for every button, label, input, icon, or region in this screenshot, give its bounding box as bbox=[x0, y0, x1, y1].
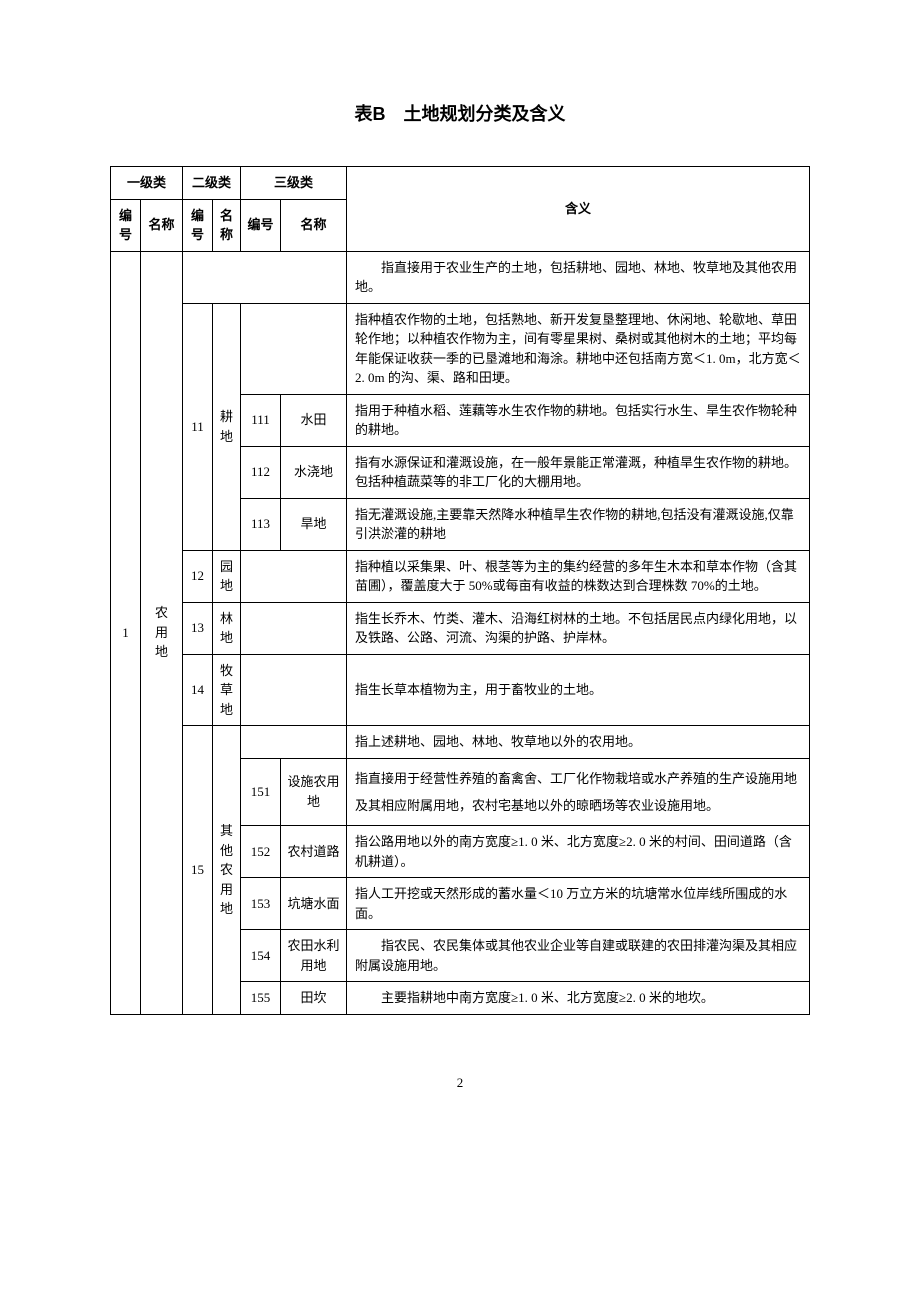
meaning-113: 指无灌溉设施,主要靠天然降水种植旱生农作物的耕地,包括没有灌溉设施,仅靠引洪淤灌… bbox=[347, 498, 810, 550]
l3-name: 农村道路 bbox=[281, 826, 347, 878]
meaning-14: 指生长草本植物为主，用于畜牧业的土地。 bbox=[347, 654, 810, 726]
table-row: 14 牧草地 指生长草本植物为主，用于畜牧业的土地。 bbox=[111, 654, 810, 726]
l3-code: 151 bbox=[241, 758, 281, 826]
l3-code: 152 bbox=[241, 826, 281, 878]
l2-code: 12 bbox=[183, 550, 213, 602]
meaning-11: 指种植农作物的土地，包括熟地、新开发复垦整理地、休闲地、轮歇地、草田轮作地；以种… bbox=[347, 303, 810, 394]
l3-name: 水田 bbox=[281, 394, 347, 446]
empty-cell bbox=[241, 602, 347, 654]
l2-name: 园地 bbox=[213, 550, 241, 602]
header-name3: 名称 bbox=[281, 199, 347, 251]
meaning-151: 指直接用于经营性养殖的畜禽舍、工厂化作物栽培或水产养殖的生产设施用地及其相应附属… bbox=[347, 758, 810, 826]
l3-name: 田坎 bbox=[281, 982, 347, 1015]
empty-cell bbox=[241, 303, 347, 394]
l2-name: 牧草地 bbox=[213, 654, 241, 726]
meaning-13: 指生长乔木、竹类、灌木、沿海红树林的土地。不包括居民点内绿化用地，以及铁路、公路… bbox=[347, 602, 810, 654]
page-number: 2 bbox=[110, 1075, 810, 1091]
l3-code: 154 bbox=[241, 930, 281, 982]
meaning-top: 指直接用于农业生产的土地，包括耕地、园地、林地、牧草地及其他农用地。 bbox=[347, 251, 810, 303]
meaning-111: 指用于种植水稻、莲藕等水生农作物的耕地。包括实行水生、旱生农作物轮种的耕地。 bbox=[347, 394, 810, 446]
l3-name: 旱地 bbox=[281, 498, 347, 550]
l3-code: 113 bbox=[241, 498, 281, 550]
l3-name: 设施农用地 bbox=[281, 758, 347, 826]
table-row: 11 耕地 指种植农作物的土地，包括熟地、新开发复垦整理地、休闲地、轮歇地、草田… bbox=[111, 303, 810, 394]
l2-name: 林地 bbox=[213, 602, 241, 654]
l1-code: 1 bbox=[111, 251, 141, 1014]
l3-code: 155 bbox=[241, 982, 281, 1015]
l2-code: 11 bbox=[183, 303, 213, 550]
meaning-153: 指人工开挖或天然形成的蓄水量＜10 万立方米的坑塘常水位岸线所围成的水面。 bbox=[347, 878, 810, 930]
table-title: 表B 土地规划分类及含义 bbox=[110, 100, 810, 126]
empty-cell bbox=[183, 251, 347, 303]
l2-name: 其他农用地 bbox=[213, 726, 241, 1015]
header-code3: 编号 bbox=[241, 199, 281, 251]
header-name2: 名称 bbox=[213, 199, 241, 251]
meaning-112: 指有水源保证和灌溉设施，在一般年景能正常灌溉，种植旱生农作物的耕地。包括种植蔬菜… bbox=[347, 446, 810, 498]
meaning-154: 指农民、农民集体或其他农业企业等自建或联建的农田排灌沟渠及其相应附属设施用地。 bbox=[347, 930, 810, 982]
header-name1: 名称 bbox=[141, 199, 183, 251]
l2-name: 耕地 bbox=[213, 303, 241, 550]
table-row: 13 林地 指生长乔木、竹类、灌木、沿海红树林的土地。不包括居民点内绿化用地，以… bbox=[111, 602, 810, 654]
table-row: 1 农用地 指直接用于农业生产的土地，包括耕地、园地、林地、牧草地及其他农用地。 bbox=[111, 251, 810, 303]
l1-name: 农用地 bbox=[141, 251, 183, 1014]
meaning-155: 主要指耕地中南方宽度≥1. 0 米、北方宽度≥2. 0 米的地坎。 bbox=[347, 982, 810, 1015]
l3-name: 水浇地 bbox=[281, 446, 347, 498]
l3-name: 坑塘水面 bbox=[281, 878, 347, 930]
classification-table: 一级类 二级类 三级类 含义 编号 名称 编号 名称 编号 名称 1 农用地 指… bbox=[110, 166, 810, 1015]
header-code2: 编号 bbox=[183, 199, 213, 251]
l2-code: 15 bbox=[183, 726, 213, 1015]
l2-code: 13 bbox=[183, 602, 213, 654]
table-row: 15 其他农用地 指上述耕地、园地、林地、牧草地以外的农用地。 bbox=[111, 726, 810, 759]
meaning-152: 指公路用地以外的南方宽度≥1. 0 米、北方宽度≥2. 0 米的村间、田间道路（… bbox=[347, 826, 810, 878]
meaning-15: 指上述耕地、园地、林地、牧草地以外的农用地。 bbox=[347, 726, 810, 759]
header-level2: 二级类 bbox=[183, 167, 241, 200]
header-code1: 编号 bbox=[111, 199, 141, 251]
l3-code: 112 bbox=[241, 446, 281, 498]
empty-cell bbox=[241, 654, 347, 726]
empty-cell bbox=[241, 550, 347, 602]
empty-cell bbox=[241, 726, 347, 759]
header-meaning: 含义 bbox=[347, 167, 810, 252]
l2-code: 14 bbox=[183, 654, 213, 726]
header-level3: 三级类 bbox=[241, 167, 347, 200]
header-level1: 一级类 bbox=[111, 167, 183, 200]
l3-code: 153 bbox=[241, 878, 281, 930]
l3-code: 111 bbox=[241, 394, 281, 446]
l3-name: 农田水利用地 bbox=[281, 930, 347, 982]
table-row: 12 园地 指种植以采集果、叶、根茎等为主的集约经营的多年生木本和草本作物（含其… bbox=[111, 550, 810, 602]
meaning-12: 指种植以采集果、叶、根茎等为主的集约经营的多年生木本和草本作物（含其苗圃），覆盖… bbox=[347, 550, 810, 602]
